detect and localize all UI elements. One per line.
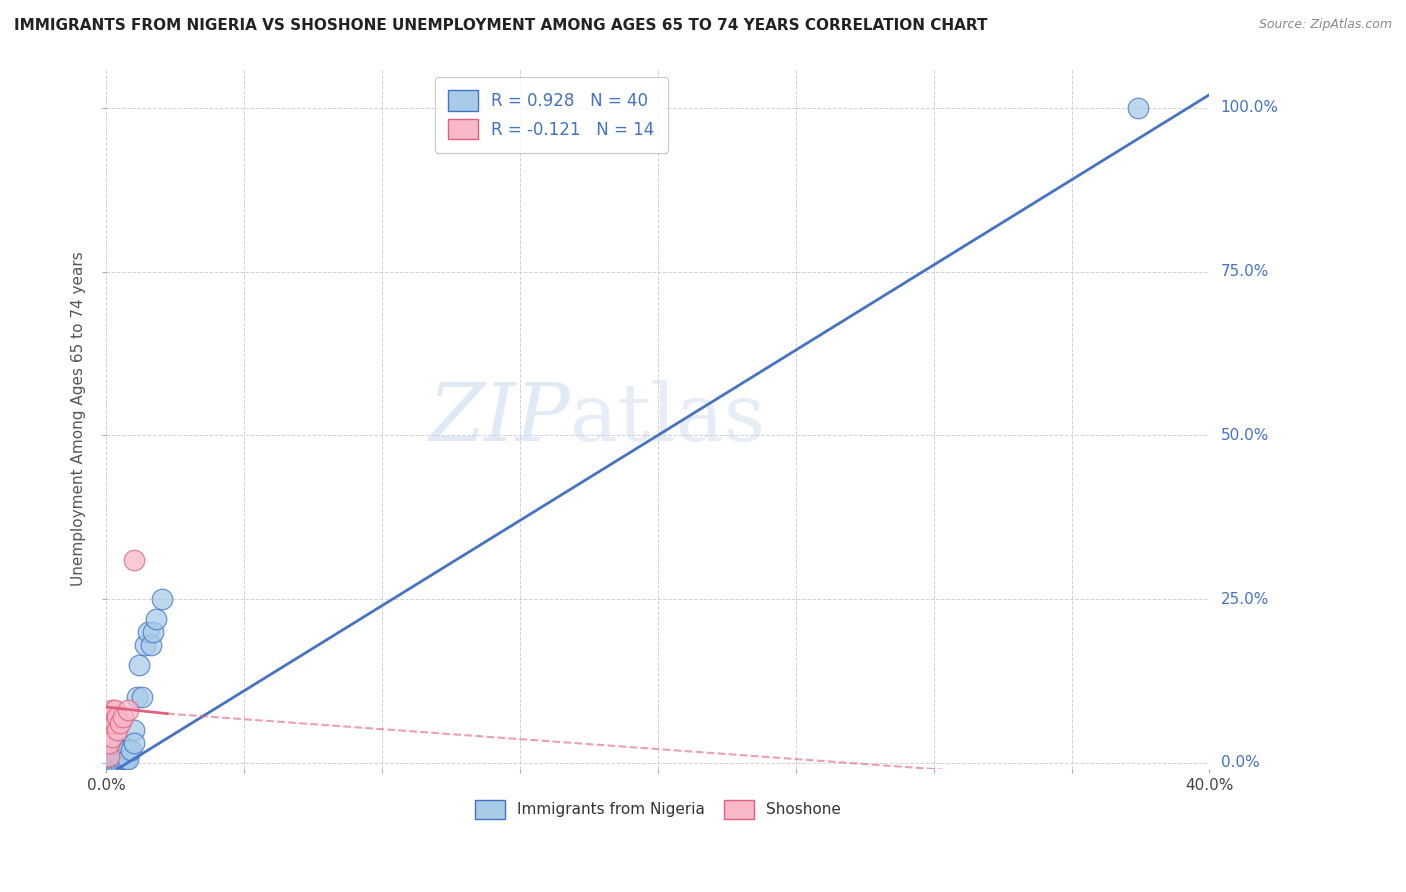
Point bbox=[98, 756, 121, 770]
Text: 75.0%: 75.0% bbox=[1220, 264, 1268, 279]
Text: Source: ZipAtlas.com: Source: ZipAtlas.com bbox=[1258, 18, 1392, 31]
Point bbox=[108, 716, 131, 731]
Point bbox=[107, 742, 129, 756]
Point bbox=[131, 690, 153, 705]
Point bbox=[150, 592, 173, 607]
Point bbox=[104, 752, 127, 766]
Text: IMMIGRANTS FROM NIGERIA VS SHOSHONE UNEMPLOYMENT AMONG AGES 65 TO 74 YEARS CORRE: IMMIGRANTS FROM NIGERIA VS SHOSHONE UNEM… bbox=[14, 18, 987, 33]
Point bbox=[111, 742, 134, 756]
Point bbox=[117, 752, 139, 766]
Y-axis label: Unemployment Among Ages 65 to 74 years: Unemployment Among Ages 65 to 74 years bbox=[72, 252, 86, 586]
Point bbox=[108, 749, 131, 764]
Point bbox=[139, 638, 162, 652]
Point bbox=[117, 703, 139, 717]
Point bbox=[104, 749, 127, 764]
Point bbox=[128, 657, 150, 672]
Point bbox=[111, 752, 134, 766]
Text: atlas: atlas bbox=[569, 380, 765, 458]
Point bbox=[136, 624, 159, 639]
Text: 100.0%: 100.0% bbox=[1220, 100, 1278, 115]
Point bbox=[104, 756, 127, 770]
Point bbox=[104, 742, 127, 756]
Point bbox=[107, 723, 129, 737]
Point bbox=[1126, 101, 1149, 115]
Point bbox=[122, 723, 145, 737]
Point bbox=[101, 756, 124, 770]
Point bbox=[142, 624, 165, 639]
Text: 0.0%: 0.0% bbox=[1220, 756, 1260, 771]
Point bbox=[122, 736, 145, 750]
Point bbox=[104, 716, 127, 731]
Point bbox=[98, 749, 121, 764]
Point bbox=[108, 756, 131, 770]
Point bbox=[101, 756, 124, 770]
Point bbox=[107, 749, 129, 764]
Point bbox=[98, 736, 121, 750]
Point bbox=[134, 638, 156, 652]
Text: ZIP: ZIP bbox=[427, 380, 569, 458]
Point bbox=[120, 742, 142, 756]
Point bbox=[98, 716, 121, 731]
Legend: Immigrants from Nigeria, Shoshone: Immigrants from Nigeria, Shoshone bbox=[468, 794, 848, 825]
Point bbox=[114, 752, 136, 766]
Point bbox=[101, 749, 124, 764]
Point bbox=[101, 752, 124, 766]
Point bbox=[101, 730, 124, 744]
Point bbox=[111, 710, 134, 724]
Point bbox=[145, 612, 167, 626]
Point bbox=[107, 752, 129, 766]
Point bbox=[101, 716, 124, 731]
Point bbox=[108, 749, 131, 764]
Point bbox=[107, 710, 129, 724]
Point bbox=[98, 756, 121, 770]
Point bbox=[98, 749, 121, 764]
Point bbox=[117, 742, 139, 756]
Point bbox=[104, 703, 127, 717]
Point bbox=[107, 756, 129, 770]
Point bbox=[101, 703, 124, 717]
Point bbox=[101, 756, 124, 770]
Text: 50.0%: 50.0% bbox=[1220, 428, 1268, 442]
Text: 25.0%: 25.0% bbox=[1220, 591, 1268, 607]
Point bbox=[122, 552, 145, 566]
Point bbox=[111, 746, 134, 760]
Point bbox=[125, 690, 148, 705]
Point bbox=[108, 752, 131, 766]
Point bbox=[114, 742, 136, 756]
